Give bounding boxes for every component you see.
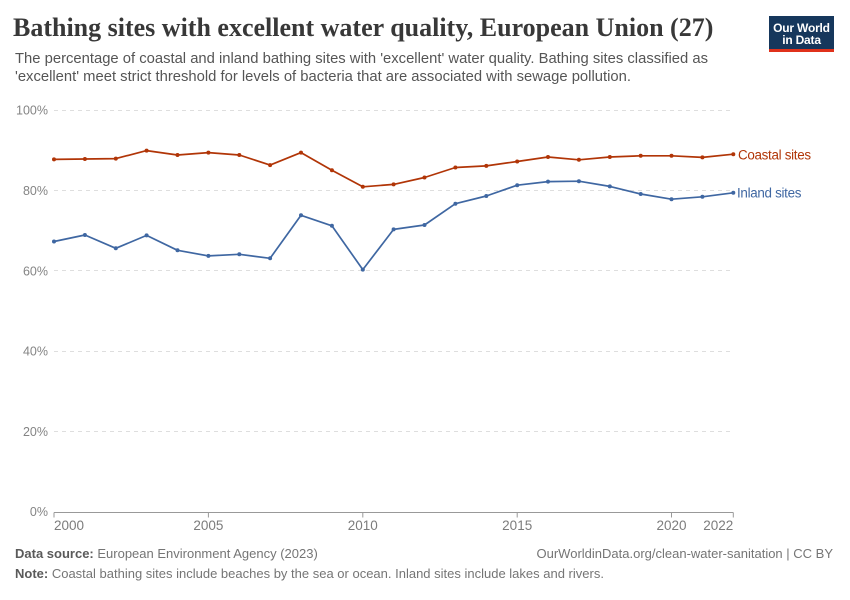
svg-text:20%: 20%: [23, 425, 48, 439]
svg-text:80%: 80%: [23, 184, 48, 198]
svg-text:Inland sites: Inland sites: [737, 186, 802, 201]
svg-text:2005: 2005: [193, 518, 223, 533]
svg-text:60%: 60%: [23, 264, 48, 278]
svg-text:Coastal sites: Coastal sites: [738, 148, 811, 163]
svg-text:2020: 2020: [656, 518, 686, 533]
svg-text:2022: 2022: [703, 518, 733, 533]
svg-text:2015: 2015: [502, 518, 532, 533]
svg-text:100%: 100%: [16, 104, 48, 118]
svg-text:0%: 0%: [30, 505, 48, 519]
svg-text:2000: 2000: [54, 518, 84, 533]
svg-text:40%: 40%: [23, 345, 48, 359]
svg-text:2010: 2010: [348, 518, 378, 533]
